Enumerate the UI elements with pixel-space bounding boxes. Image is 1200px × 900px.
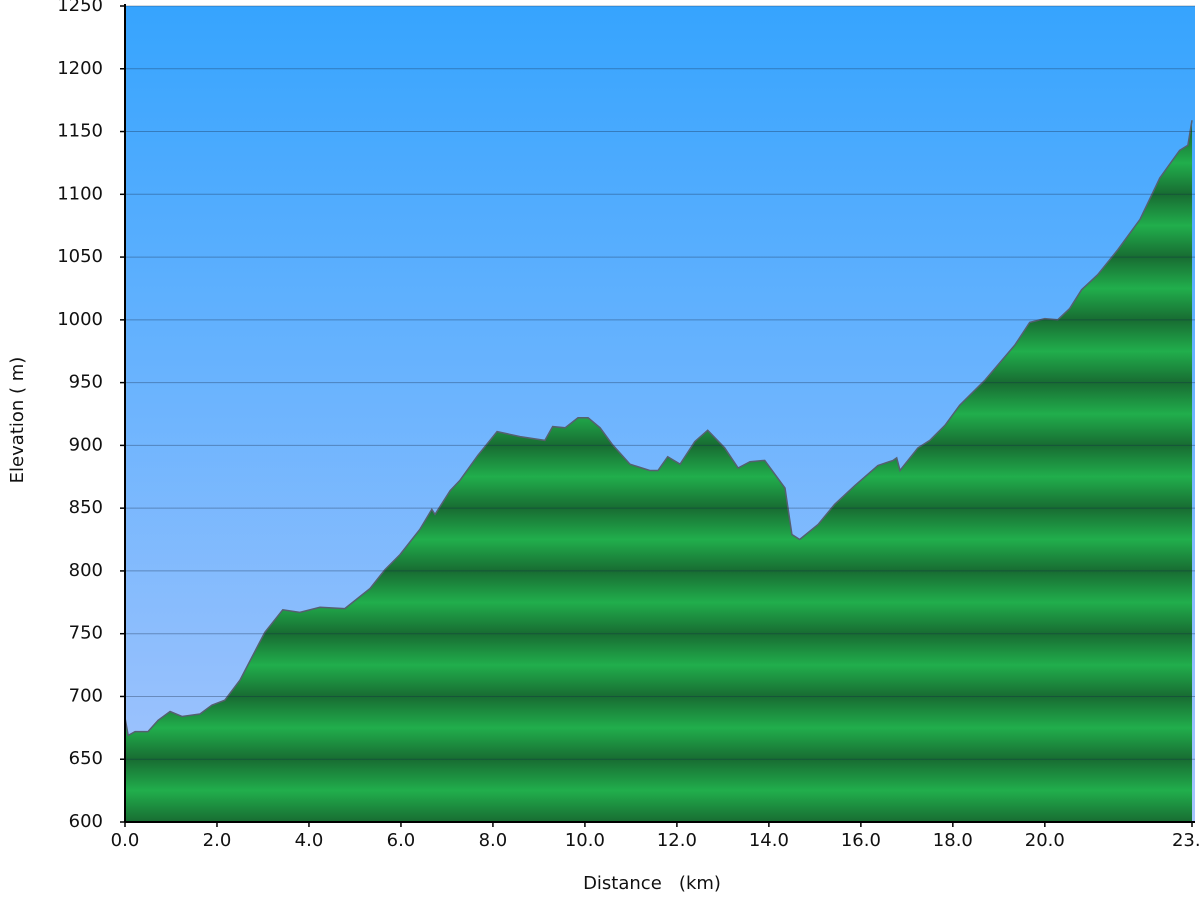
- y-tick-label: 1150: [57, 121, 103, 142]
- x-tick-label: 23.2: [1172, 830, 1200, 851]
- y-tick-label: 650: [69, 748, 103, 769]
- x-tick-label: 6.0: [387, 830, 416, 851]
- y-tick-label: 950: [69, 372, 103, 393]
- area: [125, 120, 1192, 822]
- x-tick-label: 10.0: [565, 830, 605, 851]
- y-tick-label: 750: [69, 623, 103, 644]
- x-axis-title: Distance (km): [583, 873, 721, 894]
- x-tick-label: 8.0: [479, 830, 508, 851]
- y-tick-label: 850: [69, 497, 103, 518]
- x-tick-label: 14.0: [749, 830, 789, 851]
- x-tick-label: 4.0: [295, 830, 324, 851]
- x-tick-label: 18.0: [933, 830, 973, 851]
- x-tick-label: 0.0: [111, 830, 140, 851]
- y-tick-label: 1200: [57, 58, 103, 79]
- x-tick-label: 12.0: [657, 830, 697, 851]
- y-tick-label: 700: [69, 685, 103, 706]
- y-tick-label: 1100: [57, 183, 103, 204]
- y-tick-label: 900: [69, 434, 103, 455]
- x-tick-label: 20.0: [1025, 830, 1065, 851]
- y-tick-label: 800: [69, 560, 103, 581]
- y-tick-label: 1000: [57, 309, 103, 330]
- x-tick-label: 2.0: [203, 830, 232, 851]
- y-tick-label: 1250: [57, 0, 103, 16]
- x-tick-label: 16.0: [841, 830, 881, 851]
- y-tick-label: 1050: [57, 246, 103, 267]
- y-tick-label: 600: [69, 811, 103, 832]
- y-axis-title: Elevation ( m): [7, 357, 28, 484]
- elevation-line: [124, 120, 1193, 737]
